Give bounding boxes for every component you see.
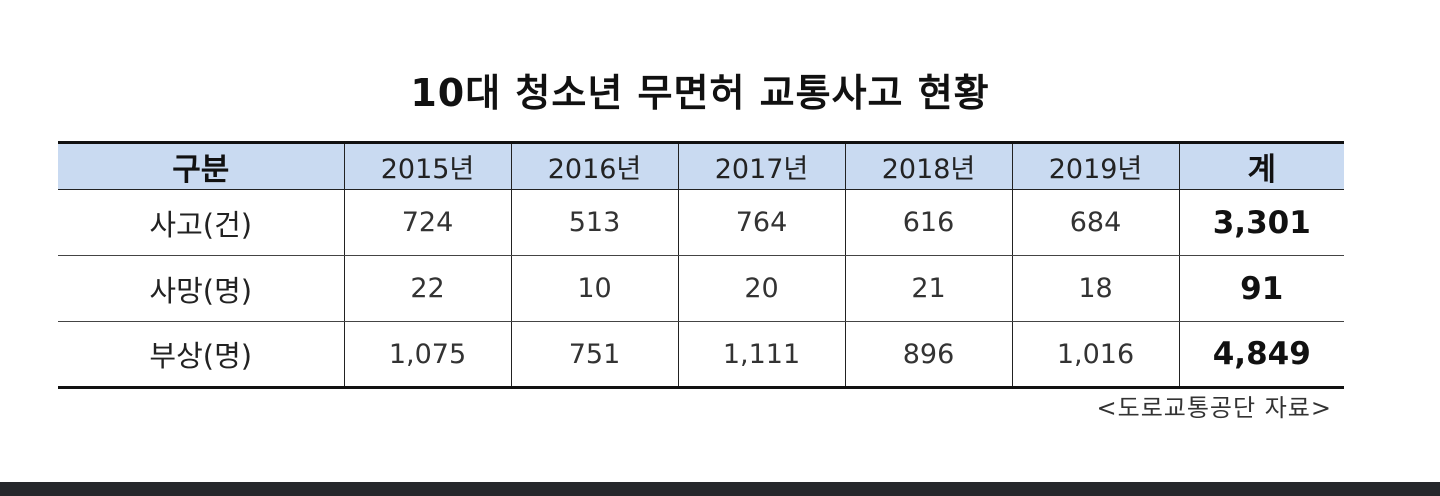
table-header-row: 구분 2015년 2016년 2017년 2018년 2019년 계 xyxy=(58,141,1344,190)
total-cell: 4,849 xyxy=(1179,321,1344,389)
header-year-2016: 2016년 xyxy=(511,141,679,190)
table-cell: 751 xyxy=(511,321,679,389)
table-row: 부상(명) 1,075 751 1,111 896 1,016 4,849 xyxy=(58,321,1344,389)
header-year-2019: 2019년 xyxy=(1012,141,1180,190)
row-label-accidents: 사고(건) xyxy=(58,189,345,256)
table-cell: 616 xyxy=(845,189,1013,256)
row-label-injuries: 부상(명) xyxy=(58,321,345,389)
header-category: 구분 xyxy=(58,141,345,190)
table-cell: 764 xyxy=(678,189,846,256)
footer-bar xyxy=(0,482,1440,496)
table-cell: 513 xyxy=(511,189,679,256)
row-label-deaths: 사망(명) xyxy=(58,255,345,322)
table-cell: 10 xyxy=(511,255,679,322)
table-cell: 20 xyxy=(678,255,846,322)
total-cell: 91 xyxy=(1179,255,1344,322)
table-cell: 896 xyxy=(845,321,1013,389)
header-total: 계 xyxy=(1179,141,1344,190)
header-year-2017: 2017년 xyxy=(678,141,846,190)
table-row: 사고(건) 724 513 764 616 684 3,301 xyxy=(58,189,1344,256)
header-year-2018: 2018년 xyxy=(845,141,1013,190)
header-year-2015: 2015년 xyxy=(344,141,512,190)
document-title: 10대 청소년 무면허 교통사고 현황 xyxy=(410,71,990,115)
source-note: <도로교통공단 자료> xyxy=(1096,394,1332,422)
table-cell: 22 xyxy=(344,255,512,322)
table-cell: 1,075 xyxy=(344,321,512,389)
table-cell: 1,016 xyxy=(1012,321,1180,389)
total-cell: 3,301 xyxy=(1179,189,1344,256)
table-cell: 18 xyxy=(1012,255,1180,322)
table-cell: 21 xyxy=(845,255,1013,322)
accident-stats-table: 구분 2015년 2016년 2017년 2018년 2019년 계 사고(건)… xyxy=(58,141,1344,389)
table-row: 사망(명) 22 10 20 21 18 91 xyxy=(58,255,1344,322)
table-cell: 1,111 xyxy=(678,321,846,389)
table-cell: 724 xyxy=(344,189,512,256)
table-cell: 684 xyxy=(1012,189,1180,256)
